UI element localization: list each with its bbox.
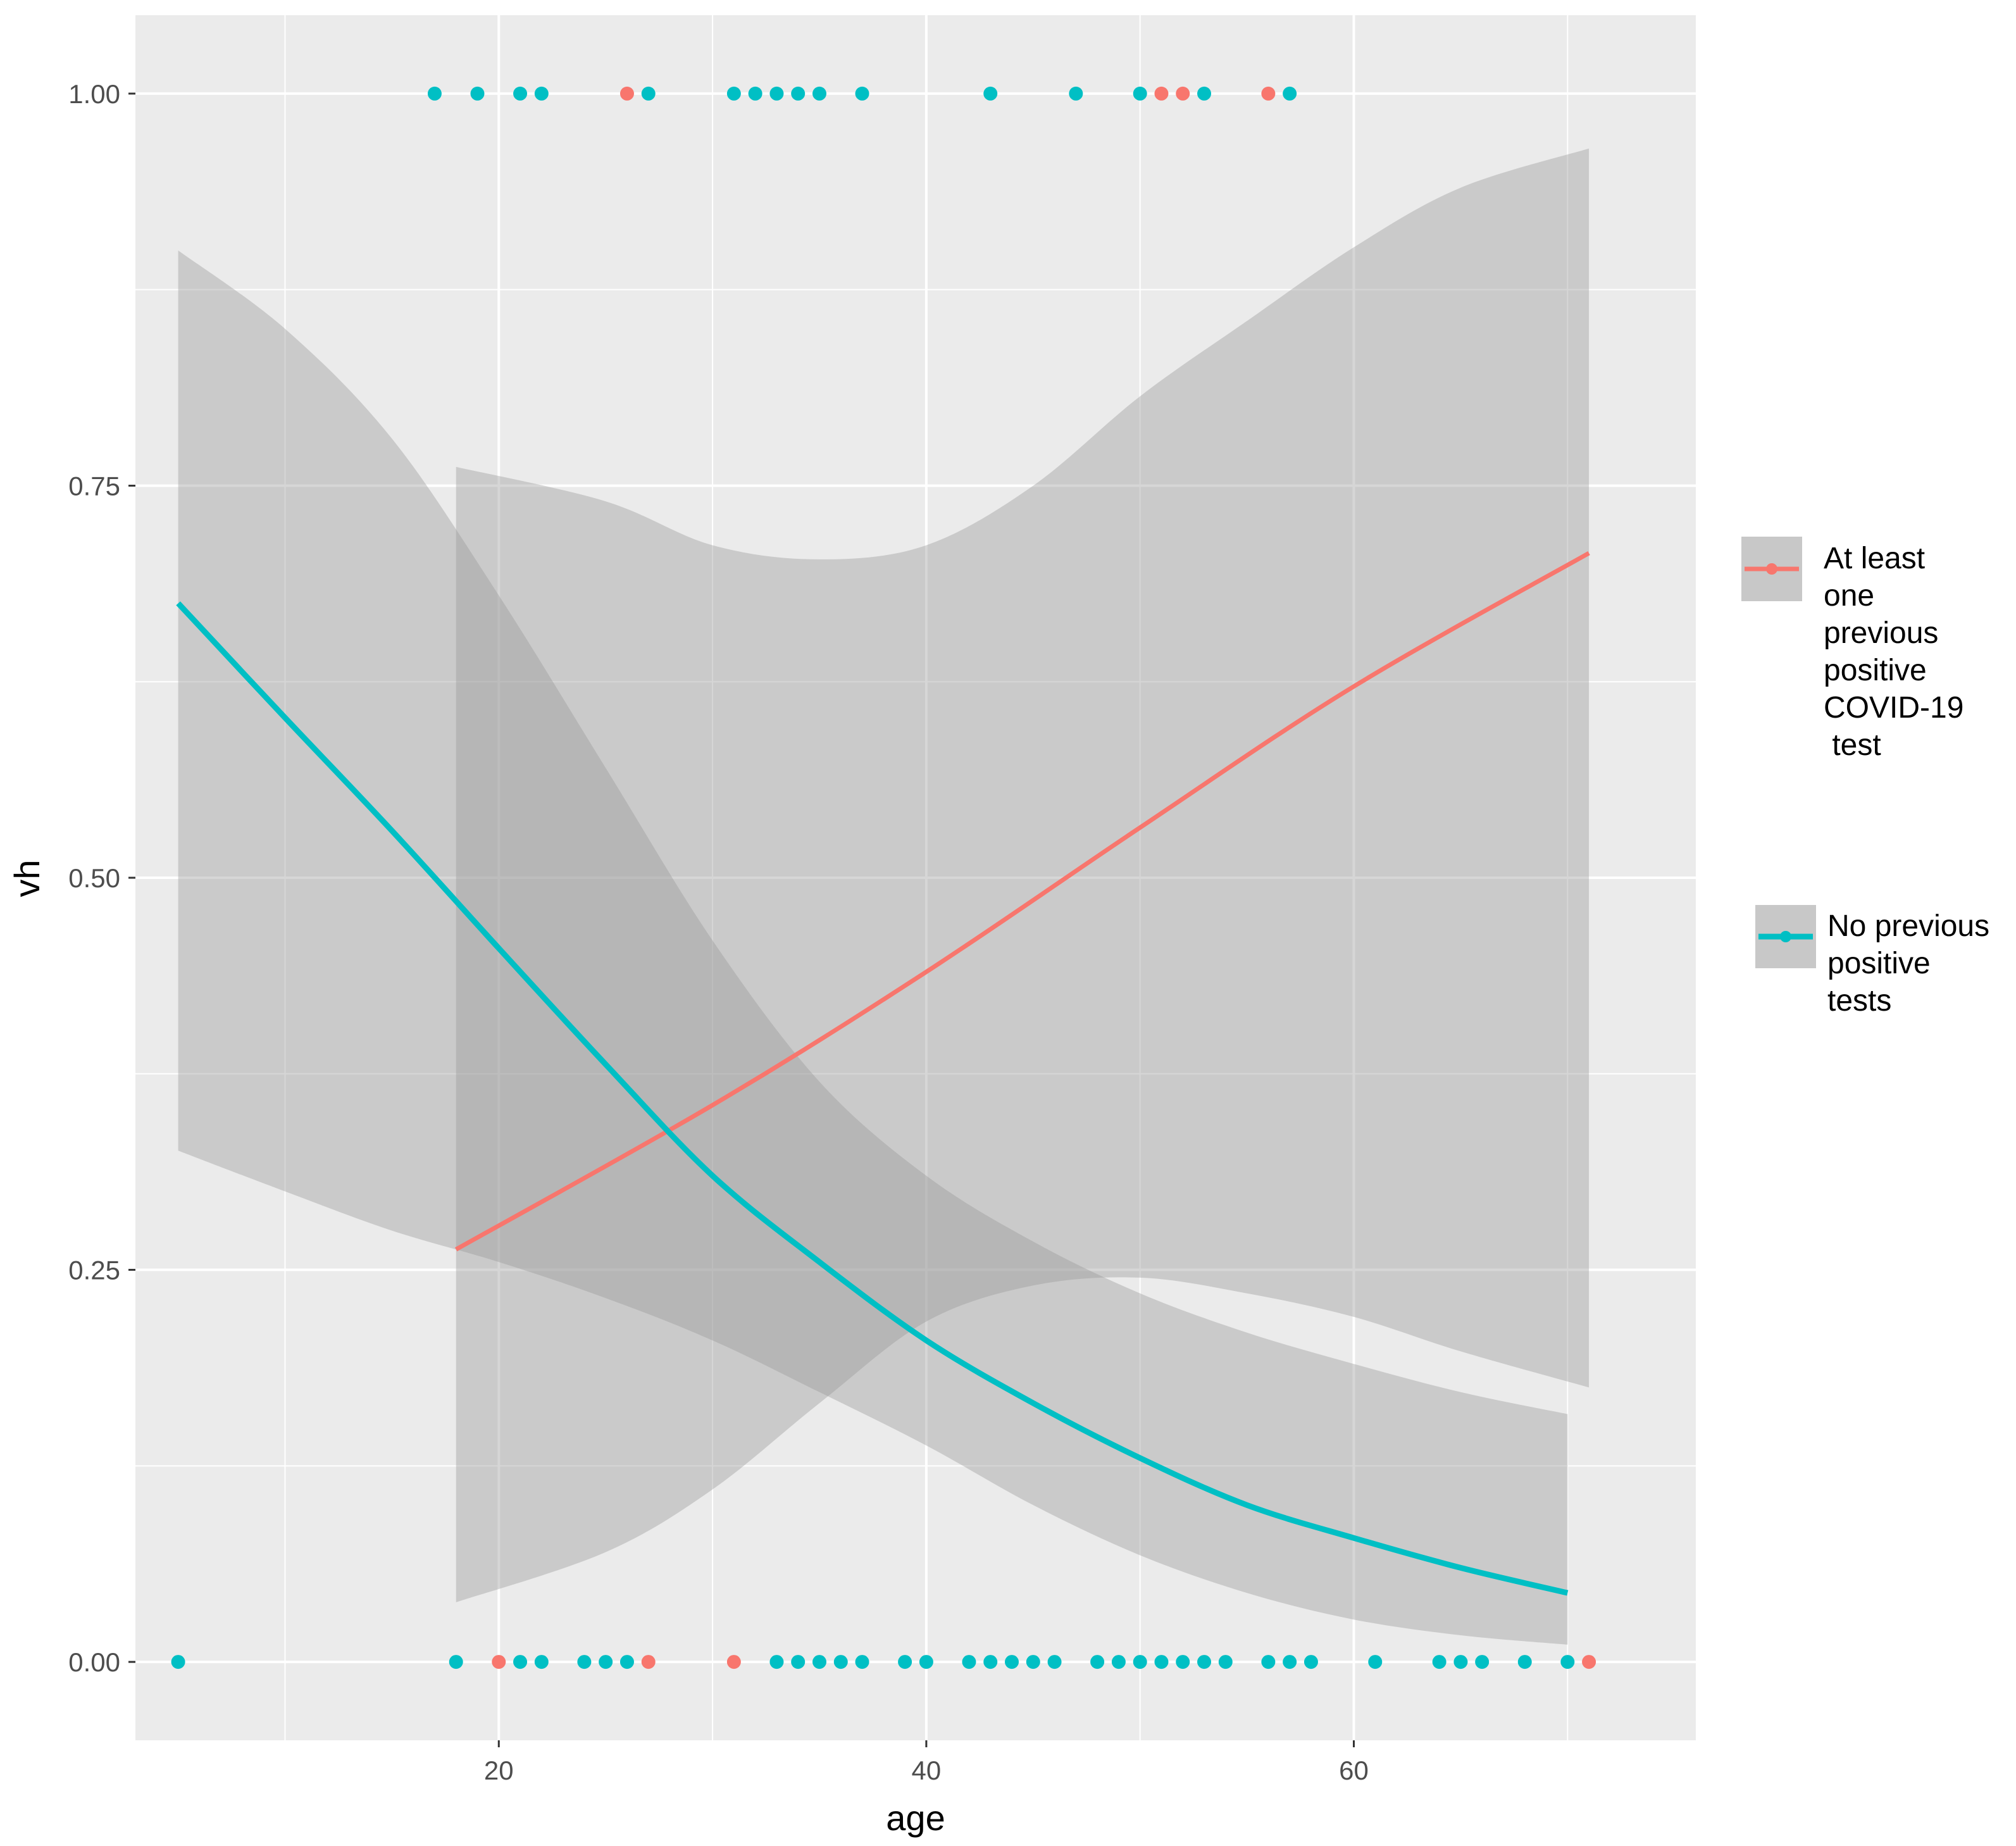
legend-label-positive: At least one previous positive COVID-19 … <box>1824 542 1972 762</box>
legend-dot-none <box>1780 931 1791 942</box>
data-point-none <box>1368 1655 1383 1669</box>
legend-dot-positive <box>1766 563 1777 575</box>
legend-positive-line-5: COVID-19 <box>1824 691 1963 725</box>
data-point-none <box>577 1655 592 1669</box>
data-point-positive <box>492 1655 506 1669</box>
data-point-none <box>619 1655 634 1669</box>
data-point-none <box>1176 1655 1190 1669</box>
data-point-none <box>791 1655 806 1669</box>
data-point-positive <box>1261 86 1276 101</box>
legend-label-none: No previous positive tests <box>1827 909 1998 1018</box>
data-point-none <box>983 1655 998 1669</box>
y-axis-title: vh <box>7 859 47 897</box>
legend-positive-line-1: At least <box>1824 542 1925 575</box>
y-tick-label: 1.00 <box>68 79 120 109</box>
data-point-none <box>534 86 549 101</box>
x-tick-label: 40 <box>912 1756 942 1785</box>
data-point-none <box>1047 1655 1062 1669</box>
data-points <box>171 86 1596 1669</box>
data-point-none <box>1218 1655 1233 1669</box>
data-point-none <box>1154 1655 1169 1669</box>
confidence-ribbons <box>178 148 1590 1645</box>
data-point-none <box>1111 1655 1126 1669</box>
legend-positive-line-2: one <box>1824 579 1874 613</box>
data-point-none <box>513 1655 528 1669</box>
data-point-none <box>1304 1655 1318 1669</box>
data-point-positive <box>619 86 634 101</box>
legend-positive-line-3: previous <box>1824 616 1938 650</box>
data-point-none <box>812 1655 826 1669</box>
data-point-none <box>1197 1655 1212 1669</box>
data-point-none <box>919 1655 933 1669</box>
legend-positive-line-4: positive <box>1824 654 1927 687</box>
legend-none-line-2: positive <box>1827 947 1931 980</box>
x-tick-label: 20 <box>484 1756 514 1785</box>
data-point-none <box>769 1655 784 1669</box>
grid <box>135 15 1696 1740</box>
data-point-none <box>449 1655 463 1669</box>
data-point-none <box>1026 1655 1040 1669</box>
data-point-none <box>1197 86 1212 101</box>
legend-positive-line-6: test <box>1824 728 1881 762</box>
data-point-positive <box>1176 86 1190 101</box>
legend-item-none[interactable]: No previous positive tests <box>1755 905 1998 1018</box>
axes: 20 40 60 0.00 0.25 0.50 0.75 1.00 <box>68 79 1369 1785</box>
data-point-none <box>1090 1655 1105 1669</box>
data-point-none <box>1133 1655 1147 1669</box>
data-point-none <box>1517 1655 1532 1669</box>
ci-ribbon-positive <box>456 148 1590 1602</box>
data-point-none <box>726 86 741 101</box>
fit-lines <box>176 551 1590 1596</box>
data-point-none <box>898 1655 912 1669</box>
data-point-none <box>641 86 656 101</box>
data-point-none <box>833 1655 848 1669</box>
data-point-none <box>748 86 762 101</box>
x-axis-title: age <box>886 1798 945 1838</box>
fit-line-none <box>176 601 1569 1596</box>
legend-none-line-1: No previous <box>1827 909 1989 943</box>
y-tick-label: 0.25 <box>68 1256 120 1285</box>
data-point-positive <box>726 1655 741 1669</box>
data-point-none <box>534 1655 549 1669</box>
data-point-none <box>171 1655 185 1669</box>
data-point-none <box>1453 1655 1468 1669</box>
data-point-none <box>599 1655 613 1669</box>
data-point-none <box>427 86 442 101</box>
data-point-none <box>1133 86 1147 101</box>
legend-none-line-3: tests <box>1827 984 1891 1018</box>
y-tick-label: 0.75 <box>68 471 120 501</box>
data-point-none <box>855 1655 869 1669</box>
data-point-none <box>1261 1655 1276 1669</box>
data-point-none <box>855 86 869 101</box>
data-point-positive <box>1154 86 1169 101</box>
data-point-none <box>1283 1655 1297 1669</box>
data-point-none <box>791 86 806 101</box>
data-point-none <box>1560 1655 1575 1669</box>
ci-ribbon-none <box>178 250 1568 1645</box>
data-point-positive <box>1582 1655 1596 1669</box>
x-tick-label: 60 <box>1339 1756 1369 1785</box>
data-point-none <box>1432 1655 1447 1669</box>
data-point-none <box>983 86 998 101</box>
data-point-none <box>470 86 485 101</box>
legend-item-positive[interactable]: At least one previous positive COVID-19 … <box>1741 537 1972 762</box>
data-point-none <box>769 86 784 101</box>
data-point-none <box>812 86 826 101</box>
data-point-none <box>1283 86 1297 101</box>
data-point-none <box>1005 1655 1019 1669</box>
data-point-none <box>513 86 528 101</box>
y-tick-label: 0.50 <box>68 863 120 893</box>
legend: At least one previous positive COVID-19 … <box>1741 537 1998 1018</box>
data-point-none <box>962 1655 976 1669</box>
data-point-none <box>1475 1655 1490 1669</box>
data-point-none <box>1069 86 1083 101</box>
y-tick-label: 0.00 <box>68 1647 120 1677</box>
data-point-positive <box>641 1655 656 1669</box>
